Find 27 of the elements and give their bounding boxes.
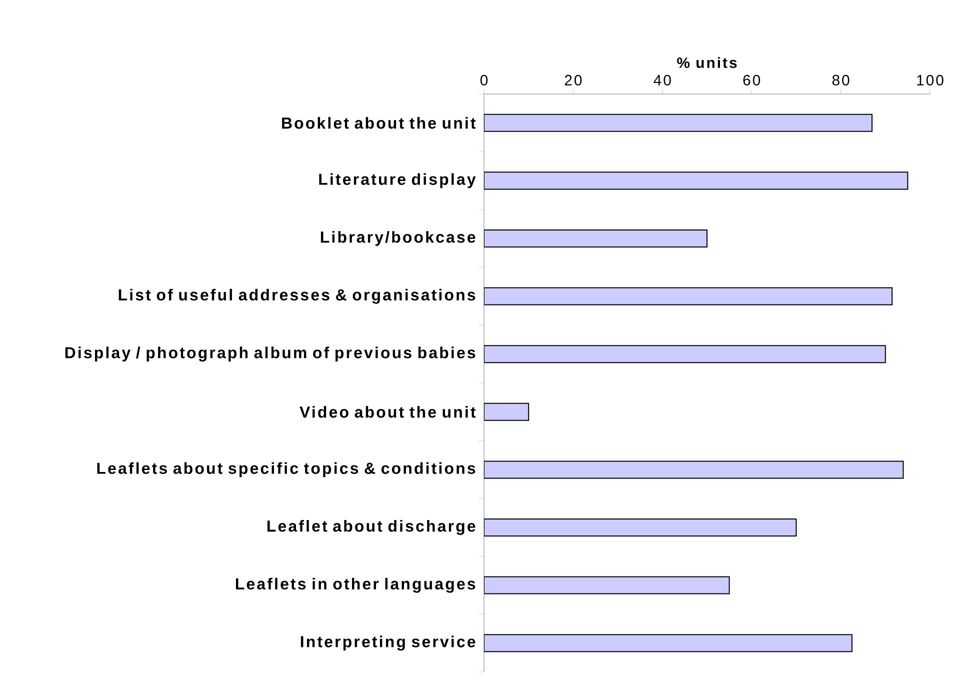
- y-tick-label: Leaflets in other languages: [236, 578, 476, 593]
- bar: [484, 634, 852, 652]
- x-tick-label: 40: [654, 74, 671, 86]
- y-tick-label: Booklet about the unit: [282, 117, 476, 129]
- bar: [484, 172, 908, 190]
- y-tick-label: Leaflets about specific topics & conditions: [97, 462, 476, 478]
- bar: [484, 287, 893, 306]
- y-tick-label: Interpreting service: [300, 636, 476, 651]
- bar: [484, 114, 873, 132]
- y-tick-label: Video about the unit: [300, 406, 476, 418]
- bar: [484, 345, 886, 364]
- x-tick-label: 60: [743, 74, 760, 86]
- y-tick-label: Leaflet about discharge: [267, 520, 476, 535]
- x-tick-label: 0: [480, 74, 488, 86]
- y-tick-label: List of useful addresses & organisations: [118, 288, 476, 304]
- y-tick-label: Literature display: [319, 173, 476, 188]
- bar: [484, 460, 904, 479]
- bar: [484, 576, 730, 594]
- y-tick-label: Display / photograph album of previous babies: [65, 346, 476, 362]
- bar: [484, 402, 530, 421]
- x-axis-title: % units: [677, 57, 737, 68]
- bar: [484, 518, 797, 536]
- bar: [484, 229, 708, 248]
- x-tick-label: 100: [917, 74, 944, 86]
- x-tick-label: 20: [564, 74, 582, 86]
- y-tick-label: Library/bookcase: [320, 231, 476, 246]
- x-tick-label: 80: [832, 74, 850, 86]
